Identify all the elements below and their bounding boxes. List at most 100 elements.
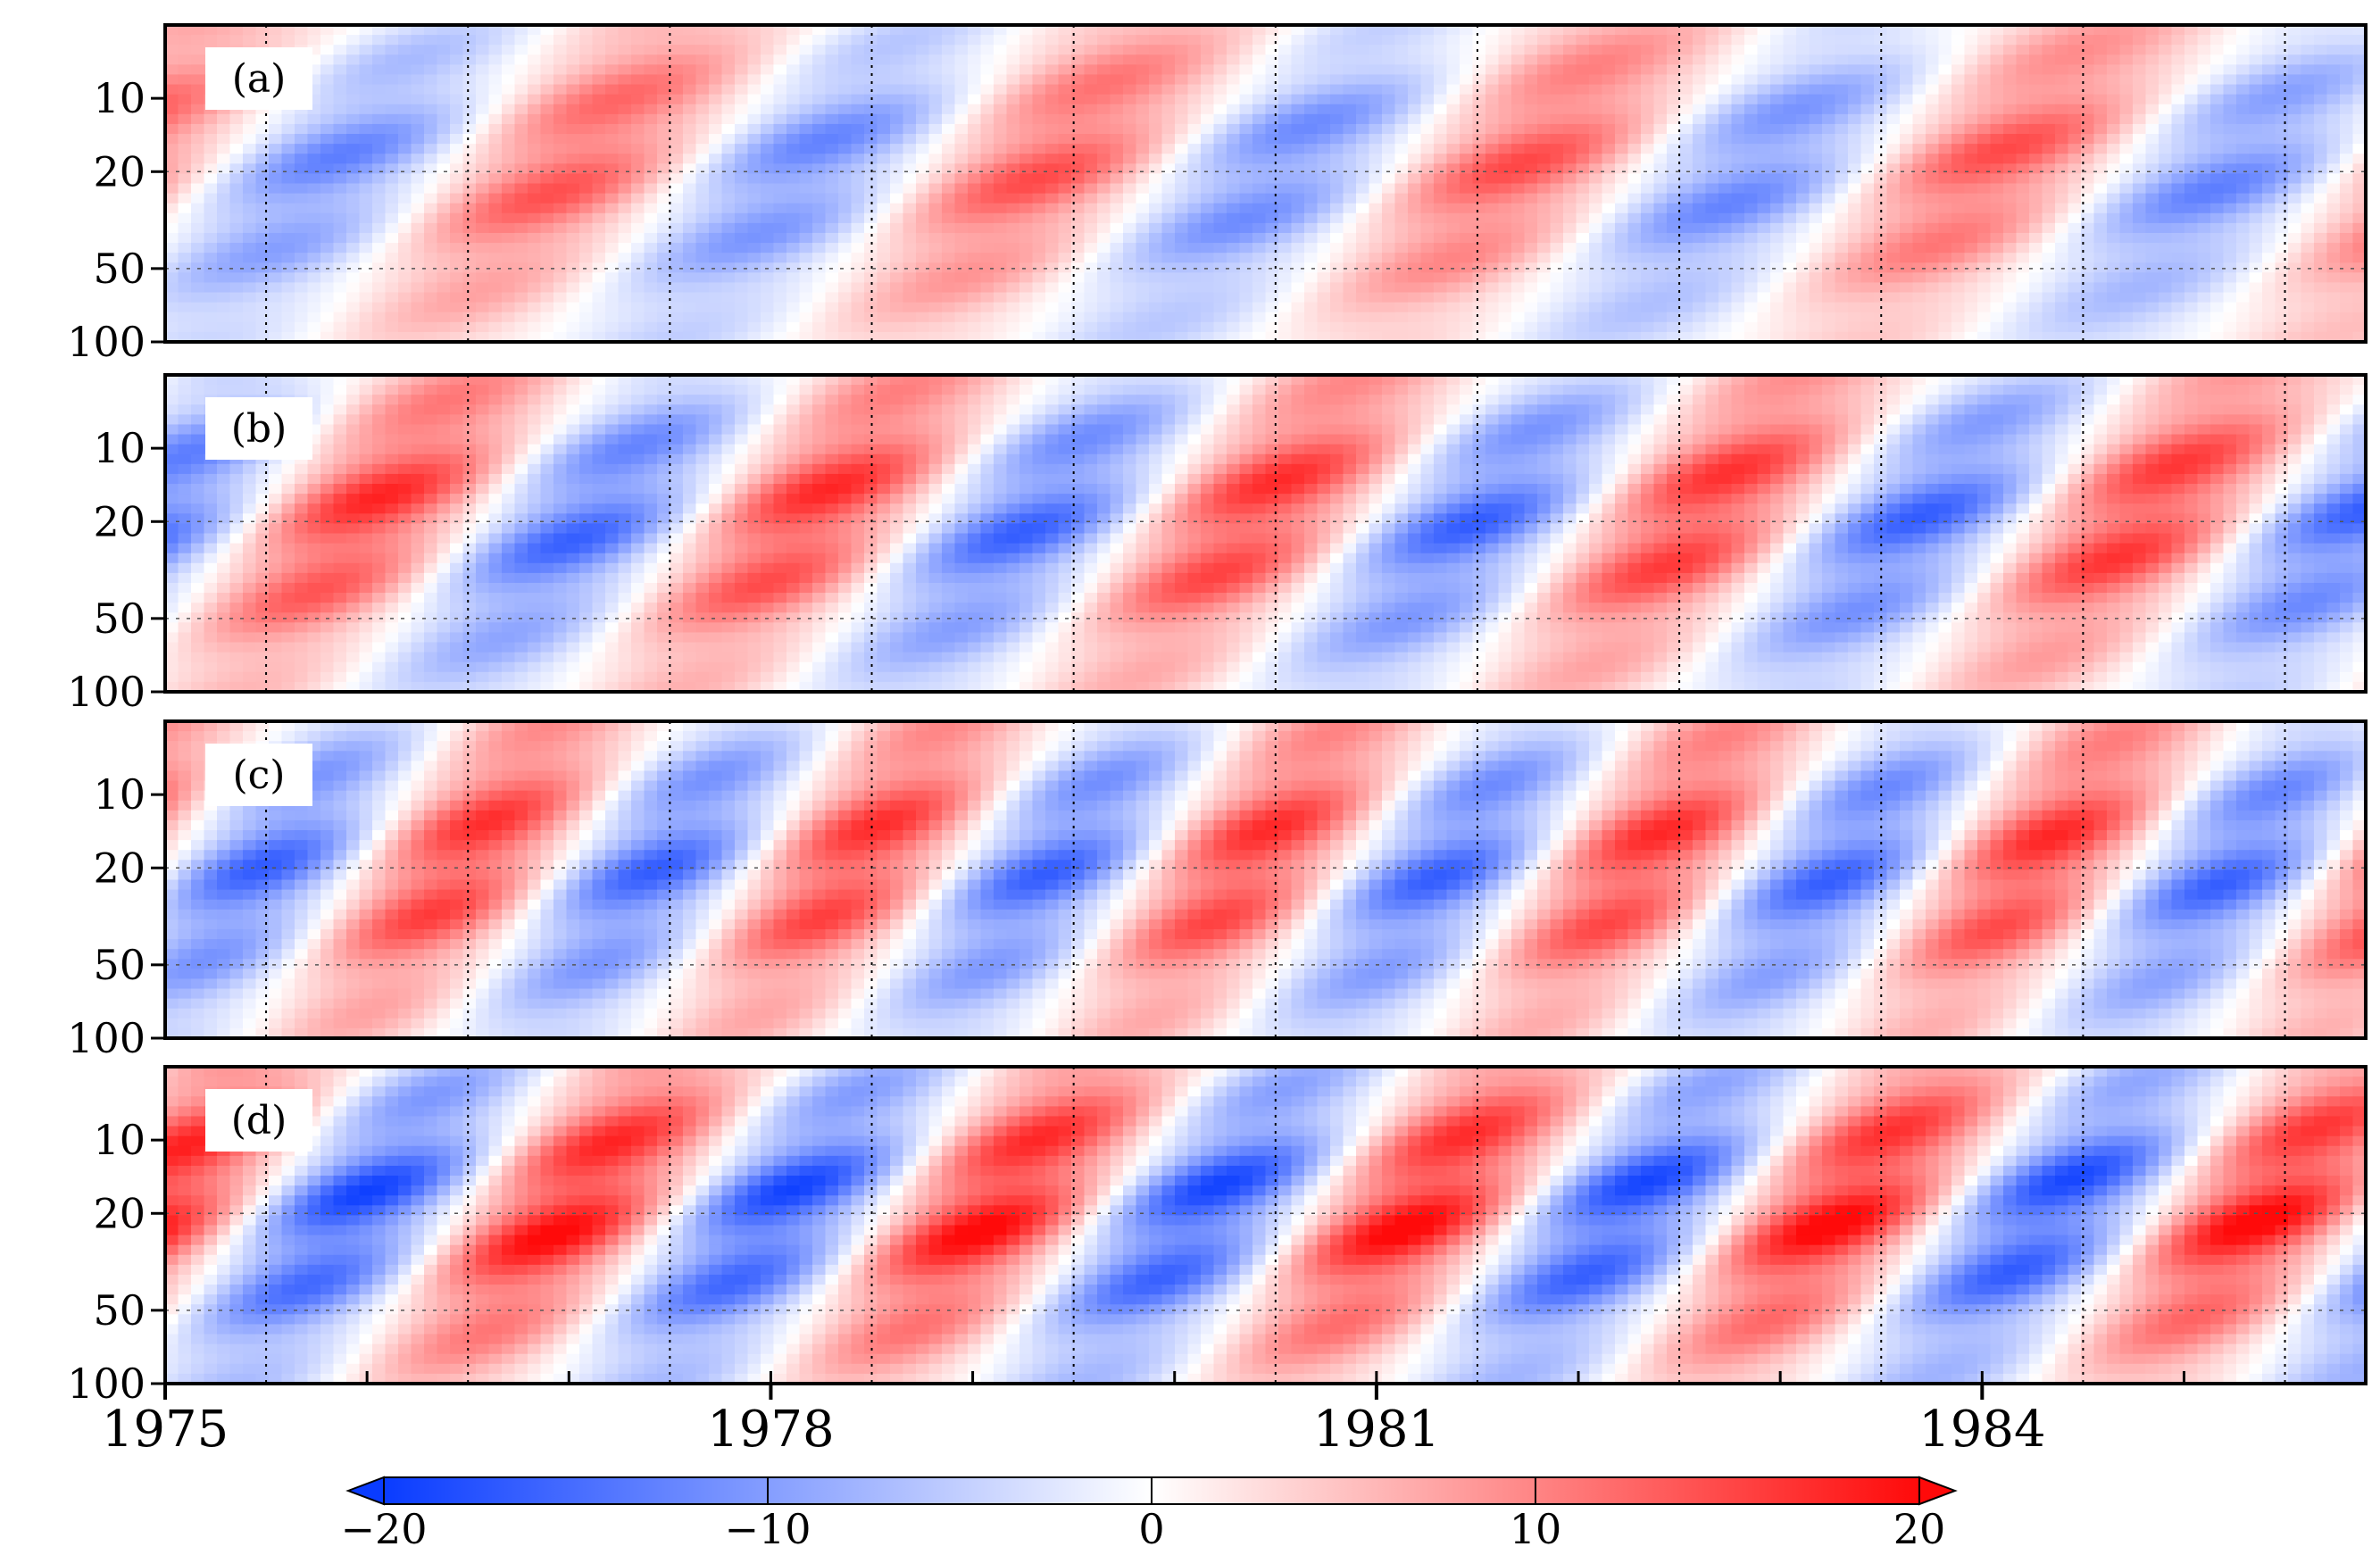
heatmap-cell <box>1149 272 1163 284</box>
heatmap-cell <box>476 312 490 323</box>
heatmap-cell <box>437 173 451 185</box>
heatmap-cell <box>903 64 917 76</box>
heatmap-cell <box>476 321 490 333</box>
heatmap-cell <box>1602 331 1616 342</box>
heatmap-cell <box>1330 212 1344 224</box>
heatmap-cell <box>1537 212 1552 224</box>
heatmap-cell <box>1615 54 1629 65</box>
heatmap-cell <box>1783 262 1797 273</box>
heatmap-cell <box>1835 35 1849 46</box>
heatmap-cell <box>1757 113 1771 125</box>
heatmap-cell <box>1110 203 1124 214</box>
heatmap-cell <box>1356 292 1370 304</box>
heatmap-cell <box>670 123 684 135</box>
heatmap-cell <box>1252 312 1267 323</box>
heatmap-cell <box>1006 35 1020 46</box>
heatmap-cell <box>1718 193 1733 204</box>
heatmap-cell <box>2107 331 2121 342</box>
heatmap-cell <box>2055 243 2069 254</box>
heatmap-cell <box>1019 232 1034 244</box>
heatmap-cell <box>670 321 684 333</box>
heatmap-cell <box>1382 94 1396 105</box>
heatmap-cell <box>1783 183 1797 195</box>
heatmap-cell <box>735 262 749 273</box>
heatmap-cell <box>540 203 554 214</box>
heatmap-cell <box>1291 312 1305 323</box>
heatmap-cell <box>255 173 270 185</box>
heatmap-cell <box>799 253 813 263</box>
heatmap-cell <box>942 183 956 195</box>
heatmap-cell <box>320 144 335 154</box>
heatmap-cell <box>1926 35 1940 46</box>
heatmap-cell <box>618 222 632 234</box>
heatmap-cell <box>566 262 580 273</box>
heatmap-cell <box>2003 173 2018 185</box>
heatmap-cell <box>747 183 761 195</box>
heatmap-cell <box>1239 35 1253 46</box>
heatmap-cell <box>165 104 179 115</box>
heatmap-cell <box>2003 203 2018 214</box>
heatmap-cell <box>1693 45 1707 55</box>
heatmap-cell <box>579 144 594 154</box>
heatmap-cell <box>1239 331 1253 342</box>
heatmap-cell <box>1886 64 1901 76</box>
heatmap-cell <box>1926 54 1940 65</box>
heatmap-cell <box>1951 331 1966 342</box>
heatmap-cell <box>851 54 865 65</box>
heatmap-cell <box>968 134 982 145</box>
heatmap-cell <box>2029 262 2043 273</box>
heatmap-cell <box>1576 144 1590 154</box>
heatmap-cell <box>1485 163 1500 174</box>
heatmap-cell <box>2042 94 2056 105</box>
heatmap-cell <box>398 243 412 254</box>
heatmap-cell <box>359 94 373 105</box>
heatmap-cell <box>1589 321 1603 333</box>
heatmap-cell <box>2055 331 2069 342</box>
heatmap-cell <box>1071 321 1086 333</box>
heatmap-cell <box>1317 25 1331 36</box>
heatmap-cell <box>1926 104 1940 115</box>
heatmap-cell <box>1822 282 1836 294</box>
heatmap-cell <box>721 212 736 224</box>
heatmap-cell <box>1679 232 1693 244</box>
heatmap-cell <box>1252 232 1267 244</box>
heatmap-cell <box>657 203 671 214</box>
heatmap-cell <box>631 282 645 294</box>
heatmap-cell <box>437 134 451 145</box>
heatmap-cell <box>178 222 192 234</box>
heatmap-cell <box>2081 54 2095 65</box>
heatmap-cell <box>528 35 542 46</box>
heatmap-cell <box>488 45 503 55</box>
heatmap-cell <box>670 331 684 342</box>
heatmap-cell <box>372 193 387 204</box>
heatmap-cell <box>2016 292 2030 304</box>
heatmap-cell <box>1239 84 1253 96</box>
heatmap-cell <box>1434 54 1448 65</box>
heatmap-cell <box>424 302 438 313</box>
heatmap-cell <box>476 123 490 135</box>
heatmap-cell <box>1550 272 1564 284</box>
heatmap-cell <box>1731 104 1745 115</box>
heatmap-cell <box>1343 154 1357 164</box>
heatmap-cell <box>1718 292 1733 304</box>
heatmap-cell <box>1343 64 1357 76</box>
heatmap-cell <box>1951 123 1966 135</box>
heatmap-cell <box>1860 104 1875 115</box>
heatmap-cell <box>2159 35 2173 46</box>
heatmap-cell <box>1136 134 1150 145</box>
heatmap-cell <box>786 262 801 273</box>
heatmap-cell <box>1058 54 1072 65</box>
heatmap-cell <box>657 35 671 46</box>
heatmap-cell <box>1653 222 1668 234</box>
heatmap-cell <box>178 113 192 125</box>
heatmap-cell <box>1679 74 1693 86</box>
heatmap-cell <box>1446 113 1460 125</box>
heatmap-cell <box>877 45 891 55</box>
heatmap-cell <box>1032 183 1046 195</box>
heatmap-cell <box>2016 113 2030 125</box>
heatmap-cell <box>462 104 477 115</box>
heatmap-cell <box>1563 232 1577 244</box>
heatmap-cell <box>721 64 736 76</box>
heatmap-cell <box>1990 282 2004 294</box>
heatmap-cell <box>1550 262 1564 273</box>
